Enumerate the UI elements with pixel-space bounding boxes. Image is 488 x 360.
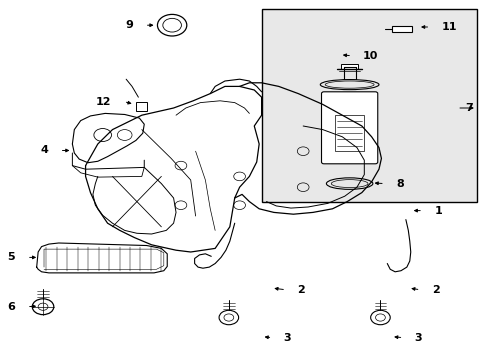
Text: 12: 12 <box>96 96 111 107</box>
Text: 4: 4 <box>40 145 48 156</box>
Text: 2: 2 <box>431 285 439 295</box>
Text: 7: 7 <box>465 103 472 113</box>
Bar <box>136 102 146 111</box>
Text: 3: 3 <box>283 333 291 343</box>
Text: 9: 9 <box>125 20 133 30</box>
Text: 2: 2 <box>297 285 305 295</box>
Text: 11: 11 <box>441 22 456 32</box>
Text: 5: 5 <box>7 252 15 262</box>
Text: 8: 8 <box>395 179 403 189</box>
Bar <box>340 64 358 69</box>
Text: 3: 3 <box>414 333 422 343</box>
Text: 6: 6 <box>7 302 15 312</box>
Bar <box>391 26 411 32</box>
Text: 1: 1 <box>433 206 441 216</box>
Text: 10: 10 <box>362 51 377 61</box>
Bar <box>334 115 364 151</box>
Bar <box>261 9 476 202</box>
FancyBboxPatch shape <box>321 92 377 164</box>
